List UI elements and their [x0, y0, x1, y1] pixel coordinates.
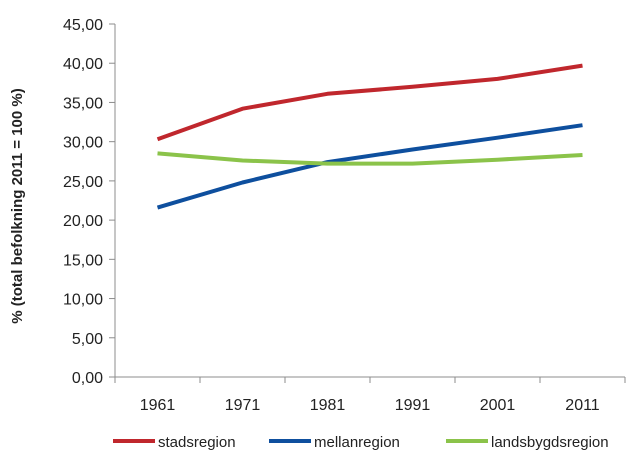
plot-area	[114, 24, 625, 378]
y-tick-label: 30,00	[63, 135, 103, 152]
x-tick-label: 2011	[565, 397, 600, 414]
y-tick-label: 5,00	[72, 331, 103, 348]
y-tick-label: 20,00	[63, 213, 103, 230]
y-tick-label: 40,00	[63, 56, 103, 73]
y-tick-label: 10,00	[63, 292, 103, 309]
y-tick-label: 45,00	[63, 17, 103, 34]
x-tick-label: 1971	[225, 397, 261, 414]
legend-label-landsbygdsregion: landsbygdsregion	[491, 434, 609, 450]
x-tick-label: 1981	[310, 397, 346, 414]
x-tick-label: 1991	[395, 397, 431, 414]
legend-label-mellanregion: mellanregion	[314, 434, 400, 450]
series-lines	[156, 63, 583, 210]
x-tick-label: 2001	[480, 397, 516, 414]
y-tick-label: 25,00	[63, 174, 103, 191]
y-tick-label: 15,00	[63, 252, 103, 269]
legend-label-stadsregion: stadsregion	[158, 434, 236, 450]
legend: stadsregion mellanregion landsbygdsregion	[113, 434, 609, 450]
x-tick-label: 1961	[140, 397, 176, 414]
y-tick-label: 35,00	[63, 95, 103, 112]
series-line-mellanregion	[156, 123, 583, 210]
y-axis: 0,00 5,00 10,00 15,00 20,00 25,00 30,00 35,00 40…	[63, 17, 115, 387]
series-line-landsbygdsregion	[157, 151, 583, 166]
y-tick-label: 0,00	[72, 370, 103, 387]
series-line-stadsregion	[156, 63, 583, 142]
x-axis: 1961 1971 1981 1991 2001 2011	[114, 377, 626, 414]
y-axis-title: % (total befolkning 2011 = 100 %)	[9, 88, 26, 324]
